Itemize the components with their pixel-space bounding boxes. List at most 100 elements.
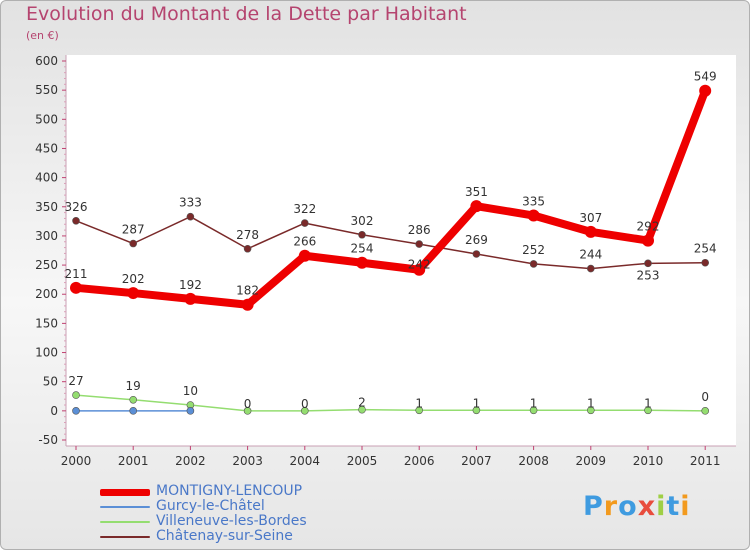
data-point xyxy=(699,84,712,97)
data-point xyxy=(300,407,309,415)
data-label: 202 xyxy=(122,272,145,286)
legend-swatch xyxy=(100,506,150,508)
proxiti-logo: Proxiti xyxy=(583,491,691,522)
y-tick-label: 450 xyxy=(35,141,58,155)
logo-letter: t xyxy=(666,491,681,522)
data-point xyxy=(186,407,195,415)
data-point xyxy=(243,407,252,415)
data-point xyxy=(358,230,366,239)
data-point xyxy=(472,406,481,415)
y-tick-label: 500 xyxy=(35,112,58,126)
x-tick-label: 2010 xyxy=(633,454,664,468)
x-tick-label: 2003 xyxy=(232,454,263,468)
data-point xyxy=(243,244,252,253)
y-tick-label: 300 xyxy=(35,229,58,243)
logo-letter: o xyxy=(618,491,638,522)
data-label: 1 xyxy=(415,396,423,410)
data-point xyxy=(129,407,137,415)
data-point xyxy=(415,406,424,415)
data-label: 326 xyxy=(65,200,88,214)
y-tick-label: 200 xyxy=(35,287,58,301)
data-label: 286 xyxy=(408,223,431,237)
data-label: 10 xyxy=(183,384,198,398)
data-label: 302 xyxy=(351,214,374,228)
data-point xyxy=(529,406,538,415)
data-point xyxy=(642,234,654,247)
data-point xyxy=(186,212,195,221)
y-tick-label: 0 xyxy=(50,404,58,418)
data-label: 0 xyxy=(301,397,309,411)
logo-letter: i xyxy=(656,491,667,522)
legend-swatch xyxy=(100,521,150,523)
y-tick-label: 400 xyxy=(35,171,58,185)
logo-letter: x xyxy=(637,491,657,522)
data-point xyxy=(72,391,80,399)
data-point xyxy=(72,407,80,415)
data-label: 351 xyxy=(465,185,488,199)
data-label: 254 xyxy=(351,242,374,256)
data-label: 182 xyxy=(236,284,259,298)
data-label: 253 xyxy=(637,268,660,282)
data-point xyxy=(358,405,366,414)
data-point xyxy=(586,264,595,273)
series-line-2 xyxy=(75,394,706,412)
data-label: 242 xyxy=(408,258,431,272)
series-line-0 xyxy=(72,86,710,309)
data-point xyxy=(701,407,710,415)
data-label: 2 xyxy=(358,396,366,410)
data-point xyxy=(127,287,140,300)
data-label: 1 xyxy=(473,396,481,410)
data-label: 307 xyxy=(579,211,602,225)
data-point xyxy=(129,395,137,404)
y-tick-label: 150 xyxy=(35,316,58,330)
data-label: 335 xyxy=(522,195,545,209)
data-point xyxy=(129,239,137,248)
legend-swatch xyxy=(100,488,150,496)
x-tick-label: 2007 xyxy=(461,454,492,468)
chart-title: Evolution du Montant de la Dette par Hab… xyxy=(26,3,467,25)
legend-label: Villeneuve-les-Bordes xyxy=(156,513,307,529)
legend-label: MONTIGNY-LENCOUP xyxy=(156,483,303,499)
data-label: 278 xyxy=(236,228,259,242)
data-point xyxy=(70,281,82,294)
data-point xyxy=(644,406,652,415)
logo-letter: r xyxy=(603,491,619,522)
data-point xyxy=(298,249,311,262)
data-label: 0 xyxy=(244,397,252,411)
data-label: 27 xyxy=(68,374,83,388)
data-label: 254 xyxy=(694,242,717,256)
data-label: 252 xyxy=(522,243,545,257)
data-point xyxy=(584,225,597,238)
data-point xyxy=(356,256,368,269)
y-tick-label: -50 xyxy=(38,433,58,447)
data-point xyxy=(241,298,254,311)
data-label: 0 xyxy=(701,390,709,404)
y-tick-label: 550 xyxy=(35,83,58,97)
x-tick-label: 2009 xyxy=(576,454,607,468)
x-tick-label: 2000 xyxy=(61,454,92,468)
x-tick-label: 2008 xyxy=(518,454,549,468)
x-tick-label: 2006 xyxy=(404,454,435,468)
data-label: 1 xyxy=(530,396,538,410)
data-point xyxy=(644,259,652,268)
data-label: 287 xyxy=(122,223,145,237)
x-tick-label: 2002 xyxy=(175,454,206,468)
x-tick-label: 2011 xyxy=(690,454,721,468)
data-label: 19 xyxy=(126,379,141,393)
data-label: 244 xyxy=(579,248,602,262)
data-point xyxy=(701,258,710,267)
data-label: 292 xyxy=(637,220,660,234)
data-point xyxy=(472,250,481,258)
y-tick-label: 600 xyxy=(35,54,58,68)
series-line-3 xyxy=(75,215,706,270)
logo-letter: P xyxy=(583,491,604,522)
data-label: 1 xyxy=(587,396,595,410)
legend-label: Châtenay-sur-Seine xyxy=(156,528,293,544)
x-tick-label: 2004 xyxy=(290,454,321,468)
legend-label: Gurcy-le-Châtel xyxy=(156,498,265,514)
data-point xyxy=(415,240,424,248)
data-label: 322 xyxy=(293,202,316,216)
x-tick-label: 2001 xyxy=(118,454,149,468)
y-tick-label: 350 xyxy=(35,200,58,214)
